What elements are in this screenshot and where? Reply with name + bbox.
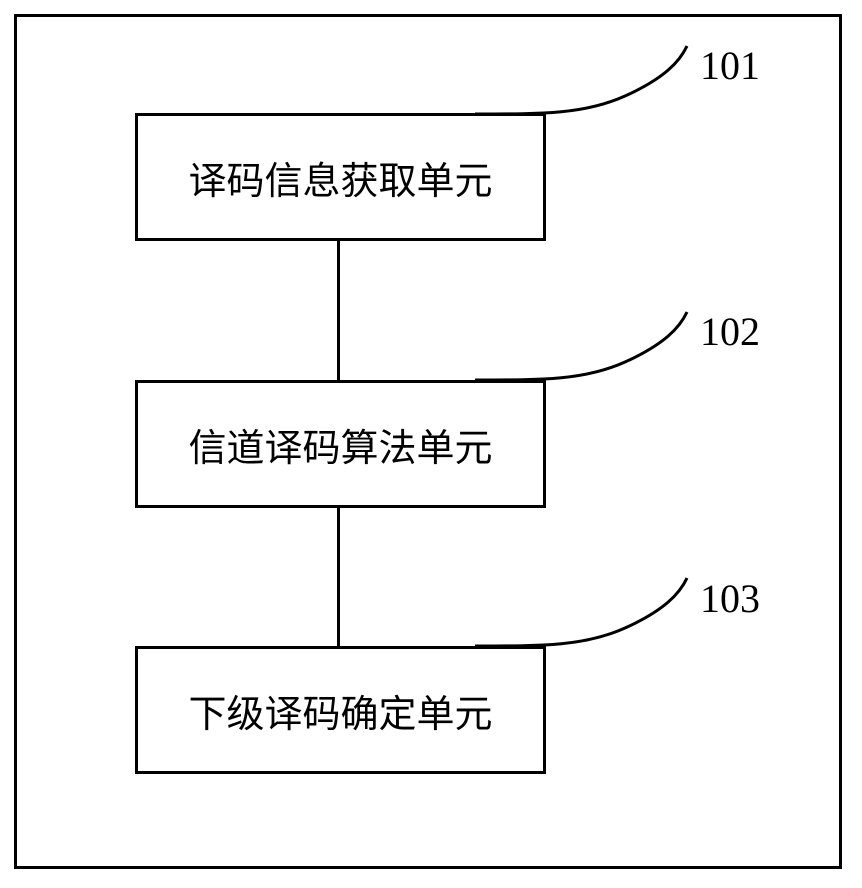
callout-curve-101 bbox=[475, 46, 705, 126]
callout-path-icon bbox=[475, 578, 687, 646]
edge-101-to-102 bbox=[337, 241, 340, 380]
node-label: 信道译码算法单元 bbox=[188, 417, 492, 472]
node-label: 译码信息获取单元 bbox=[188, 150, 492, 205]
node-decoding-info-acquisition-unit: 译码信息获取单元 bbox=[135, 113, 546, 241]
node-label: 下级译码确定单元 bbox=[188, 683, 492, 738]
callout-path-icon bbox=[475, 312, 687, 380]
ref-label-102: 102 bbox=[700, 308, 760, 355]
callout-curve-103 bbox=[475, 578, 705, 658]
ref-label-101: 101 bbox=[700, 42, 760, 89]
node-lower-level-decoding-determination-unit: 下级译码确定单元 bbox=[135, 646, 546, 774]
node-channel-decoding-algorithm-unit: 信道译码算法单元 bbox=[135, 380, 546, 508]
callout-curve-102 bbox=[475, 312, 705, 392]
edge-102-to-103 bbox=[337, 508, 340, 646]
callout-path-icon bbox=[475, 46, 687, 114]
ref-label-103: 103 bbox=[700, 575, 760, 622]
